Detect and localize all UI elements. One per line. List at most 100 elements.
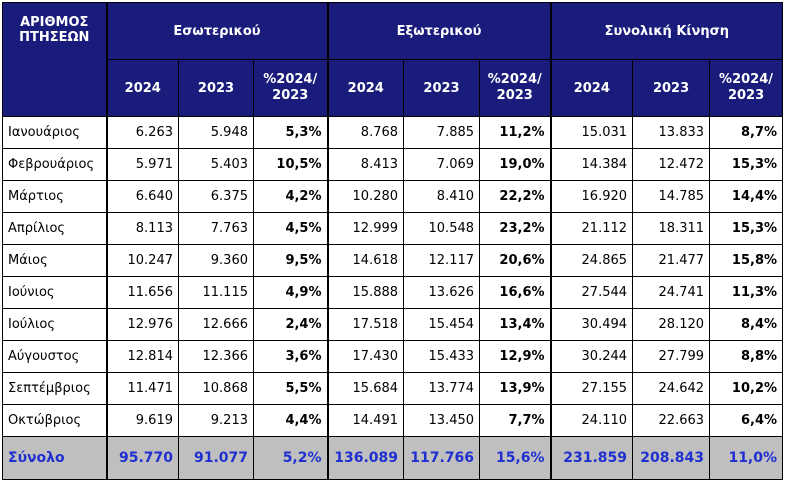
corner-header: ΑΡΙΘΜΟΣ ΠΤΗΣΕΩΝ — [2, 2, 107, 117]
change-cell: 8,4% — [709, 308, 784, 341]
value-cell: 15.888 — [326, 276, 405, 309]
value-cell: 15.684 — [326, 372, 405, 405]
value-cell: 12.366 — [178, 340, 254, 373]
value-cell: 14.384 — [549, 148, 634, 181]
value-cell: 6.375 — [178, 180, 254, 213]
value-cell: 8.410 — [403, 180, 481, 213]
table-row: Φεβρουάριος 5.971 5.403 10,5% 8.413 7.069 19,0… — [2, 148, 784, 181]
value-cell: 27.799 — [632, 340, 711, 373]
group-header-domestic: Εσωτερικού — [105, 2, 329, 60]
table-row: Μάρτιος 6.640 6.375 4,2% 10.280 8.410 22,2% 16.… — [2, 180, 784, 213]
value-cell: 17.518 — [326, 308, 405, 341]
change-cell: 6,4% — [709, 404, 784, 437]
value-cell: 10.548 — [403, 212, 481, 245]
change-cell: 15,3% — [709, 148, 784, 181]
value-cell: 12.666 — [178, 308, 254, 341]
group-header-total: Συνολική Κίνηση — [549, 2, 784, 60]
change-cell: 9,5% — [252, 244, 329, 277]
month-cell: Ιούλιος — [2, 308, 107, 341]
subheader-change: %2024/ 2023 — [709, 59, 784, 117]
value-cell: 10.868 — [178, 372, 254, 405]
value-cell: 30.244 — [549, 340, 634, 373]
table-row: Αύγουστος 12.814 12.366 3,6% 17.430 15.433 12,… — [2, 340, 784, 373]
subheader-year-previous: 2023 — [178, 59, 254, 117]
total-value-cell: 95.770 — [105, 436, 179, 480]
subheader-change: %2024/ 2023 — [252, 59, 329, 117]
month-cell: Ιανουάριος — [2, 116, 107, 149]
value-cell: 12.117 — [403, 244, 481, 277]
total-value-cell: 15,6% — [479, 436, 552, 480]
value-cell: 13.626 — [403, 276, 481, 309]
value-cell: 21.477 — [632, 244, 711, 277]
month-cell: Ιούνιος — [2, 276, 107, 309]
change-cell: 8,7% — [709, 116, 784, 149]
value-cell: 10.280 — [326, 180, 405, 213]
change-cell: 8,8% — [709, 340, 784, 373]
change-cell: 5,3% — [252, 116, 329, 149]
value-cell: 11.656 — [105, 276, 179, 309]
change-cell: 4,4% — [252, 404, 329, 437]
value-cell: 15.433 — [403, 340, 481, 373]
change-cell: 15,3% — [709, 212, 784, 245]
total-label: Σύνολο — [2, 436, 107, 480]
value-cell: 15.454 — [403, 308, 481, 341]
value-cell: 12.814 — [105, 340, 179, 373]
value-cell: 5.948 — [178, 116, 254, 149]
subheader-year-current: 2024 — [105, 59, 179, 117]
change-cell: 4,5% — [252, 212, 329, 245]
month-cell: Απρίλιος — [2, 212, 107, 245]
value-cell: 27.155 — [549, 372, 634, 405]
change-cell: 7,7% — [479, 404, 552, 437]
value-cell: 12.976 — [105, 308, 179, 341]
value-cell: 24.110 — [549, 404, 634, 437]
value-cell: 24.865 — [549, 244, 634, 277]
month-cell: Αύγουστος — [2, 340, 107, 373]
value-cell: 7.763 — [178, 212, 254, 245]
value-cell: 8.413 — [326, 148, 405, 181]
subheader-year-previous: 2023 — [403, 59, 481, 117]
table-row: Ιανουάριος 6.263 5.948 5,3% 8.768 7.885 11,2% 1… — [2, 116, 784, 149]
value-cell: 16.920 — [549, 180, 634, 213]
value-cell: 21.112 — [549, 212, 634, 245]
month-cell: Φεβρουάριος — [2, 148, 107, 181]
total-row: Σύνολο 95.770 91.077 5,2% 136.089 117.766 15,6… — [2, 436, 784, 480]
total-value-cell: 231.859 — [549, 436, 634, 480]
value-cell: 11.115 — [178, 276, 254, 309]
change-cell: 19,0% — [479, 148, 552, 181]
month-cell: Μάρτιος — [2, 180, 107, 213]
total-value-cell: 136.089 — [326, 436, 405, 480]
value-cell: 22.663 — [632, 404, 711, 437]
change-cell: 20,6% — [479, 244, 552, 277]
value-cell: 7.885 — [403, 116, 481, 149]
change-cell: 2,4% — [252, 308, 329, 341]
value-cell: 13.450 — [403, 404, 481, 437]
total-value-cell: 117.766 — [403, 436, 481, 480]
value-cell: 14.491 — [326, 404, 405, 437]
table-row: Ιούνιος 11.656 11.115 4,9% 15.888 13.626 16,6%… — [2, 276, 784, 309]
change-cell: 16,6% — [479, 276, 552, 309]
change-cell: 10,2% — [709, 372, 784, 405]
value-cell: 13.774 — [403, 372, 481, 405]
group-header-international: Εξωτερικού — [326, 2, 552, 60]
value-cell: 27.544 — [549, 276, 634, 309]
value-cell: 13.833 — [632, 116, 711, 149]
value-cell: 12.999 — [326, 212, 405, 245]
total-value-cell: 208.843 — [632, 436, 711, 480]
value-cell: 24.642 — [632, 372, 711, 405]
value-cell: 14.618 — [326, 244, 405, 277]
subheader-year-current: 2024 — [549, 59, 634, 117]
value-cell: 14.785 — [632, 180, 711, 213]
value-cell: 12.472 — [632, 148, 711, 181]
month-cell: Σεπτέμβριος — [2, 372, 107, 405]
change-cell: 3,6% — [252, 340, 329, 373]
change-cell: 13,9% — [479, 372, 552, 405]
value-cell: 6.640 — [105, 180, 179, 213]
change-cell: 23,2% — [479, 212, 552, 245]
value-cell: 11.471 — [105, 372, 179, 405]
change-cell: 14,4% — [709, 180, 784, 213]
value-cell: 8.768 — [326, 116, 405, 149]
value-cell: 15.031 — [549, 116, 634, 149]
value-cell: 5.403 — [178, 148, 254, 181]
change-cell: 5,5% — [252, 372, 329, 405]
